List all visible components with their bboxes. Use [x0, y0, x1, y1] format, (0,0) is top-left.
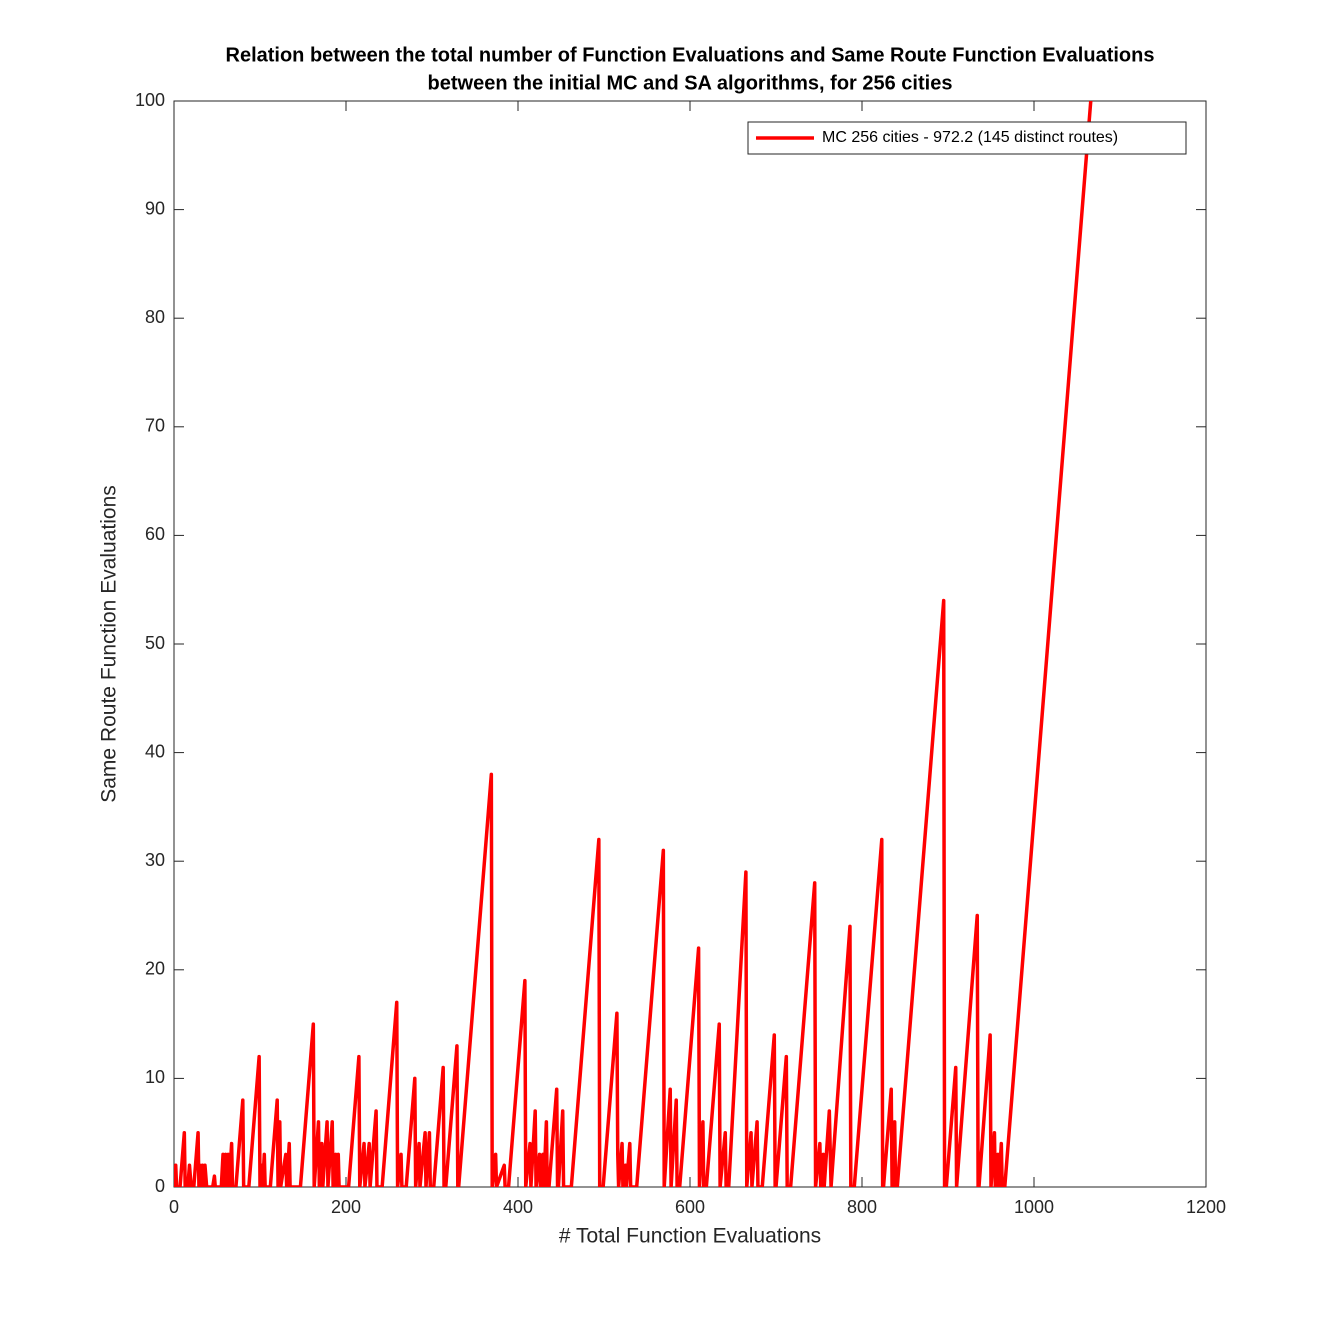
plot-area	[173, 100, 1207, 1188]
x-tick-label: 0	[169, 1197, 179, 1217]
x-tick-label: 800	[847, 1197, 877, 1217]
y-tick-label: 70	[145, 416, 165, 436]
y-tick-label: 20	[145, 959, 165, 979]
x-tick-label: 1000	[1014, 1197, 1054, 1217]
y-tick-label: 0	[155, 1176, 165, 1196]
y-tick-label: 60	[145, 524, 165, 544]
y-tick-label: 80	[145, 307, 165, 327]
y-tick-label: 50	[145, 633, 165, 653]
chart-title: Relation between the total number of Fun…	[226, 44, 1155, 66]
plot-clip	[174, 101, 1093, 1187]
y-axis-label: Same Route Function Evaluations	[98, 485, 121, 803]
chart-title: between the initial MC and SA algorithms…	[428, 72, 953, 94]
y-tick-label: 100	[135, 90, 165, 110]
data-line	[174, 101, 1093, 1187]
y-tick-label: 40	[145, 741, 165, 761]
y-tick-label: 10	[145, 1067, 165, 1087]
x-axis-label: # Total Function Evaluations	[559, 1225, 821, 1248]
x-tick-label: 1200	[1186, 1197, 1226, 1217]
legend-label: MC 256 cities - 972.2 (145 distinct rout…	[822, 129, 1118, 146]
x-tick-label: 600	[675, 1197, 705, 1217]
y-tick-label: 90	[145, 198, 165, 218]
legend-box	[747, 121, 1187, 155]
y-tick-label: 30	[145, 850, 165, 870]
x-tick-label: 200	[331, 1197, 361, 1217]
x-tick-label: 400	[503, 1197, 533, 1217]
